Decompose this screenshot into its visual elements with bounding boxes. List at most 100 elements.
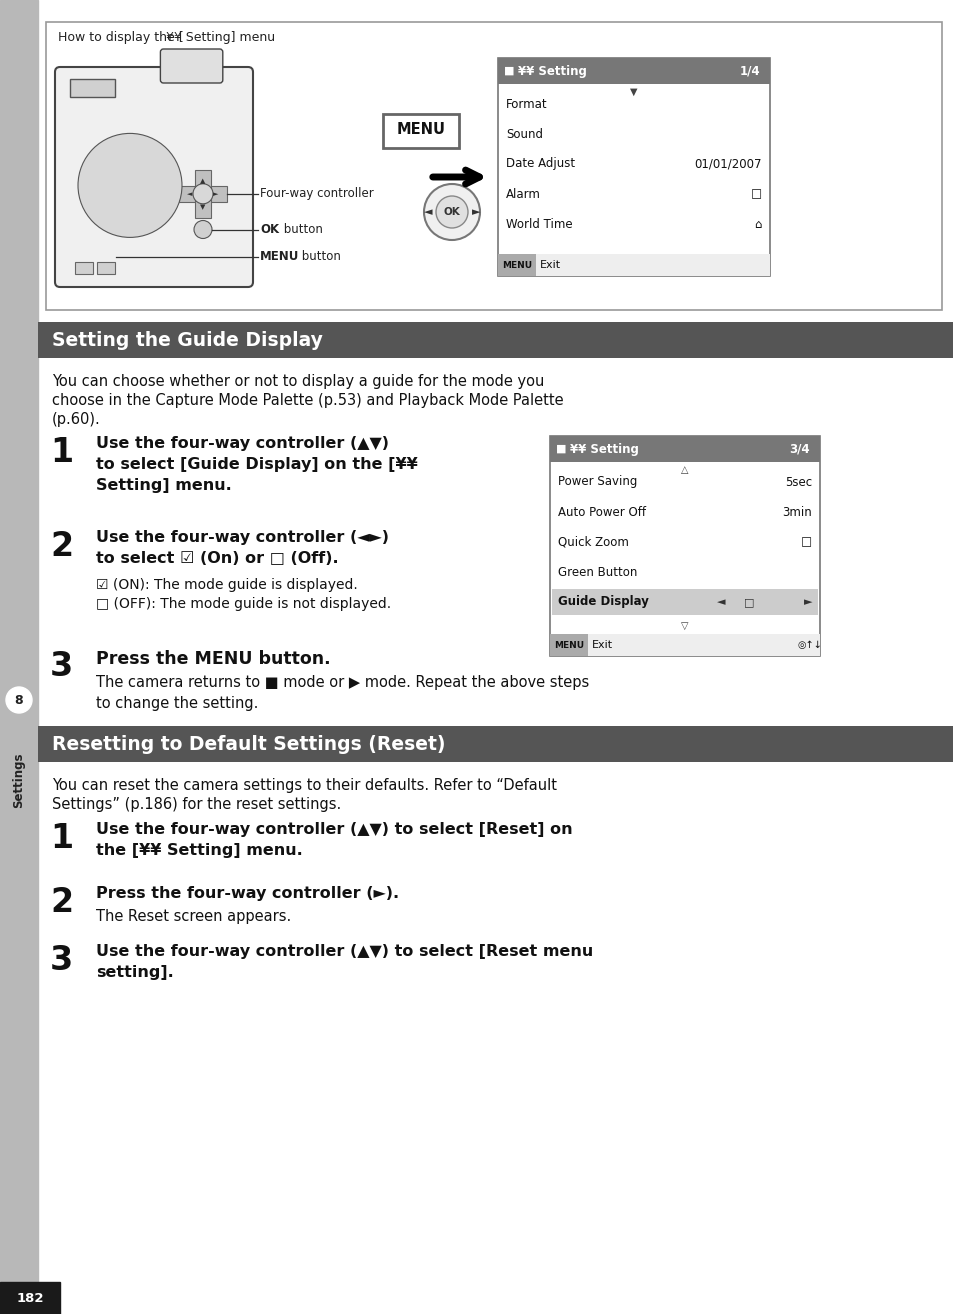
Text: 3min: 3min [781, 506, 811, 519]
Text: choose in the Capture Mode Palette (p.53) and Playback Mode Palette: choose in the Capture Mode Palette (p.53… [52, 393, 563, 409]
Text: ⌂: ⌂ [754, 218, 761, 230]
Bar [194, 170, 211, 218]
Text: button: button [280, 223, 322, 237]
Text: to select ☑ (On) or □ (Off).: to select ☑ (On) or □ (Off). [96, 551, 338, 566]
Text: Use the four-way controller (▲▼) to select [Reset] on: Use the four-way controller (▲▼) to sele… [96, 823, 572, 837]
Circle shape [86, 142, 173, 230]
Text: MENU: MENU [396, 122, 445, 138]
Bar [46, 22, 941, 310]
Circle shape [423, 184, 479, 240]
Text: ◎↑↓: ◎↑↓ [797, 640, 821, 650]
Text: Resetting to Default Settings (Reset): Resetting to Default Settings (Reset) [52, 735, 445, 753]
Bar [497, 58, 769, 84]
Text: Press the MENU button.: Press the MENU button. [96, 650, 331, 668]
Text: ►: ► [471, 208, 479, 217]
Text: △: △ [680, 465, 688, 474]
Text: 01/01/2007: 01/01/2007 [694, 158, 761, 171]
Circle shape [98, 154, 162, 217]
Text: 182: 182 [16, 1292, 44, 1305]
Text: Use the four-way controller (▲▼): Use the four-way controller (▲▼) [96, 436, 389, 451]
Text: ☑ (ON): The mode guide is displayed.: ☑ (ON): The mode guide is displayed. [96, 578, 357, 593]
Text: Format: Format [505, 97, 547, 110]
Text: Settings” (p.186) for the reset settings.: Settings” (p.186) for the reset settings… [52, 798, 341, 812]
Text: ►: ► [213, 191, 218, 197]
Text: 1: 1 [50, 436, 73, 469]
Text: Auto Power Off: Auto Power Off [558, 506, 645, 519]
Circle shape [193, 184, 213, 204]
Text: setting].: setting]. [96, 964, 173, 980]
Text: button: button [297, 250, 340, 263]
Text: Settings: Settings [12, 752, 26, 808]
Text: 3: 3 [50, 943, 73, 978]
Text: Setting] menu.: Setting] menu. [96, 478, 232, 493]
Text: Four-way controller: Four-way controller [260, 188, 374, 200]
Text: Date Adjust: Date Adjust [505, 158, 575, 171]
Text: Power Saving: Power Saving [558, 476, 637, 489]
Bar [38, 322, 953, 357]
Text: Green Button: Green Button [558, 565, 637, 578]
Text: ◄: ◄ [187, 191, 193, 197]
Text: ▼: ▼ [200, 204, 206, 210]
Text: 2: 2 [50, 530, 73, 562]
Text: Quick Zoom: Quick Zoom [558, 536, 628, 548]
Text: MENU: MENU [501, 260, 532, 269]
Text: 3/4: 3/4 [788, 443, 809, 456]
Bar [497, 254, 769, 276]
FancyBboxPatch shape [382, 114, 458, 148]
Bar [75, 261, 92, 275]
Text: ■: ■ [503, 66, 514, 76]
Text: ◄: ◄ [717, 597, 725, 607]
Bar [550, 633, 820, 656]
Text: OK: OK [443, 208, 460, 217]
Text: Exit: Exit [592, 640, 613, 650]
Text: Use the four-way controller (◄►): Use the four-way controller (◄►) [96, 530, 389, 545]
Bar [552, 589, 817, 615]
Text: □ (OFF): The mode guide is not displayed.: □ (OFF): The mode guide is not displayed… [96, 597, 391, 611]
Bar [550, 436, 820, 463]
Circle shape [120, 175, 140, 196]
Text: MENU: MENU [260, 250, 299, 263]
Text: The Reset screen appears.: The Reset screen appears. [96, 909, 291, 924]
Bar [0, 0, 38, 1314]
Text: Alarm: Alarm [505, 188, 540, 201]
Text: ■: ■ [556, 444, 566, 455]
FancyBboxPatch shape [160, 49, 223, 83]
Text: 1/4: 1/4 [739, 64, 760, 78]
Text: ▲: ▲ [200, 177, 206, 184]
Text: Guide Display: Guide Display [558, 595, 648, 608]
Text: ¥¥ Setting] menu: ¥¥ Setting] menu [166, 32, 274, 45]
Bar [70, 79, 115, 97]
Text: to change the setting.: to change the setting. [96, 696, 258, 711]
Bar [97, 261, 115, 275]
Bar [550, 436, 820, 656]
Text: 2: 2 [50, 886, 73, 918]
Text: ▼: ▼ [630, 87, 638, 97]
Text: ¥¥ Setting: ¥¥ Setting [569, 443, 639, 456]
Text: Setting the Guide Display: Setting the Guide Display [52, 331, 322, 350]
Text: Use the four-way controller (▲▼) to select [Reset menu: Use the four-way controller (▲▼) to sele… [96, 943, 593, 959]
Text: Sound: Sound [505, 127, 542, 141]
Text: 3: 3 [50, 650, 73, 683]
Bar [179, 185, 227, 202]
Text: ◄: ◄ [423, 208, 432, 217]
Text: the [¥¥ Setting] menu.: the [¥¥ Setting] menu. [96, 844, 302, 858]
Circle shape [6, 687, 32, 714]
Text: □: □ [750, 188, 761, 201]
Text: ►: ► [803, 597, 811, 607]
Text: ¥¥ Setting: ¥¥ Setting [517, 64, 586, 78]
Bar [0, 1282, 60, 1314]
Text: 5sec: 5sec [784, 476, 811, 489]
Circle shape [436, 196, 468, 229]
Text: to select [Guide Display] on the [¥¥: to select [Guide Display] on the [¥¥ [96, 457, 417, 472]
Bar [38, 727, 953, 762]
Text: ▽: ▽ [680, 622, 688, 631]
Circle shape [110, 166, 150, 205]
Text: MENU: MENU [554, 640, 583, 649]
Text: 1: 1 [50, 823, 73, 855]
Bar [497, 58, 769, 276]
Circle shape [193, 221, 212, 239]
Text: You can reset the camera settings to their defaults. Refer to “Default: You can reset the camera settings to the… [52, 778, 557, 794]
FancyBboxPatch shape [55, 67, 253, 286]
Text: □: □ [800, 536, 811, 548]
Text: OK: OK [260, 223, 279, 237]
